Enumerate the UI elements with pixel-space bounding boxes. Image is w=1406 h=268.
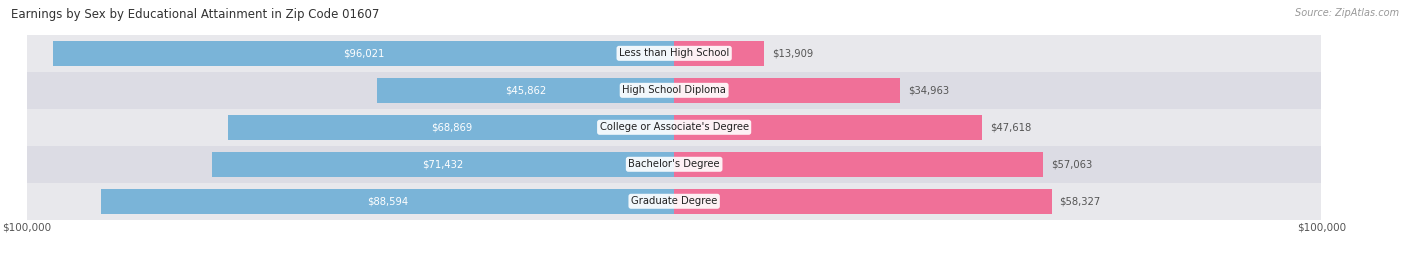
Bar xyxy=(212,152,673,177)
Bar xyxy=(673,189,1052,214)
Text: $13,909: $13,909 xyxy=(772,48,813,58)
Text: Graduate Degree: Graduate Degree xyxy=(631,196,717,206)
Text: High School Diploma: High School Diploma xyxy=(623,85,725,95)
Text: $57,063: $57,063 xyxy=(1052,159,1092,169)
Bar xyxy=(673,41,765,66)
Text: $96,021: $96,021 xyxy=(343,48,384,58)
Bar xyxy=(673,115,983,140)
Bar xyxy=(101,189,673,214)
Bar xyxy=(228,115,673,140)
Text: College or Associate's Degree: College or Associate's Degree xyxy=(599,122,749,132)
Bar xyxy=(27,146,1322,183)
Text: $71,432: $71,432 xyxy=(422,159,464,169)
Text: $45,862: $45,862 xyxy=(505,85,547,95)
Bar xyxy=(673,78,900,103)
Bar xyxy=(27,109,1322,146)
Text: $58,327: $58,327 xyxy=(1059,196,1101,206)
Text: Bachelor's Degree: Bachelor's Degree xyxy=(628,159,720,169)
Text: $47,618: $47,618 xyxy=(990,122,1032,132)
Bar xyxy=(53,41,673,66)
Bar xyxy=(673,152,1043,177)
Text: Source: ZipAtlas.com: Source: ZipAtlas.com xyxy=(1295,8,1399,18)
Text: $34,963: $34,963 xyxy=(908,85,949,95)
Bar xyxy=(27,35,1322,72)
Text: $88,594: $88,594 xyxy=(367,196,408,206)
Bar xyxy=(27,72,1322,109)
Bar xyxy=(27,183,1322,220)
Bar xyxy=(377,78,673,103)
Text: Earnings by Sex by Educational Attainment in Zip Code 01607: Earnings by Sex by Educational Attainmen… xyxy=(11,8,380,21)
Text: $68,869: $68,869 xyxy=(430,122,472,132)
Text: Less than High School: Less than High School xyxy=(619,48,730,58)
